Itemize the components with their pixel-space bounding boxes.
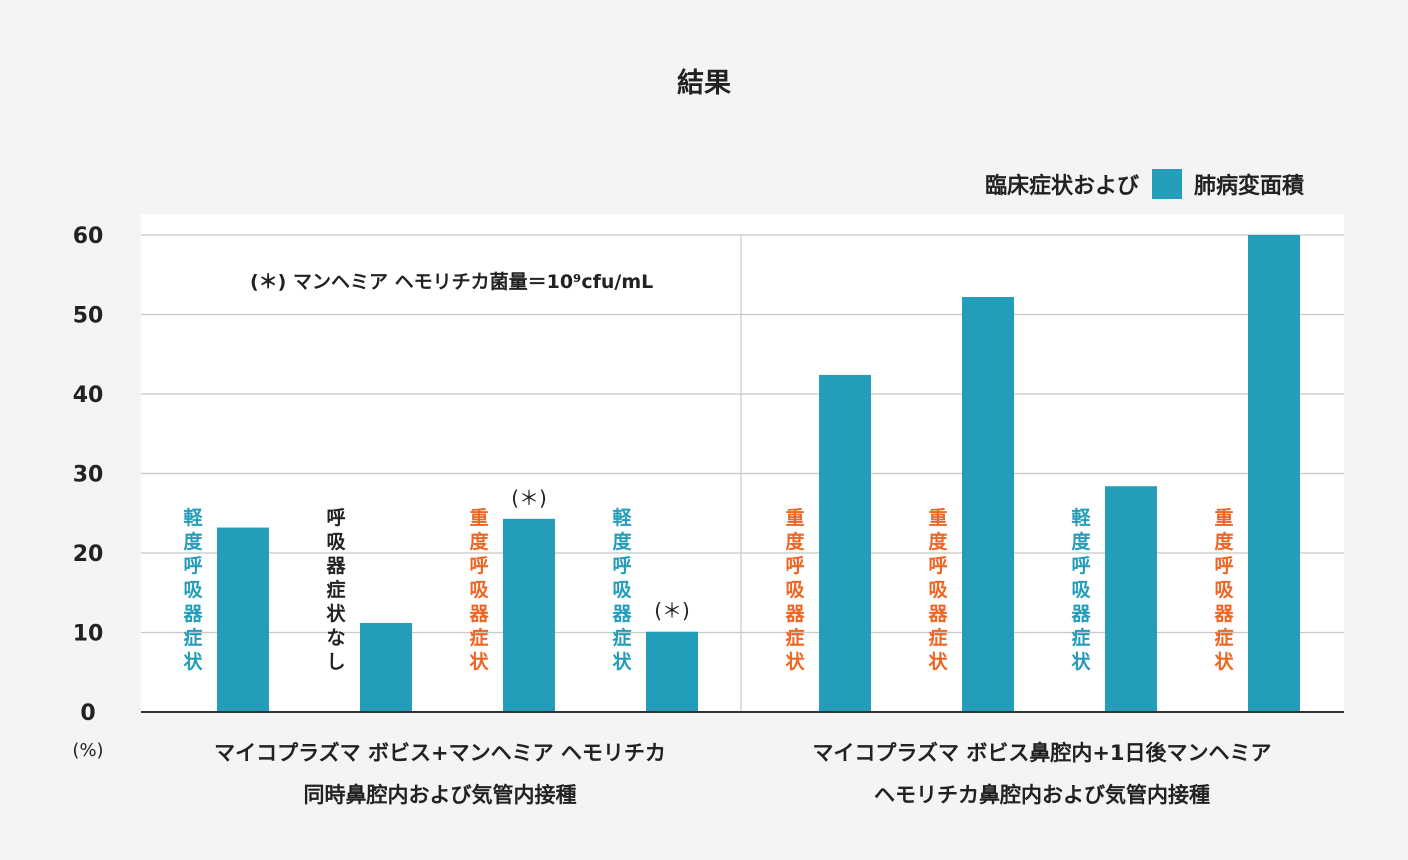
bar-annotation-char: 呼 [326,507,345,529]
legend-label: 肺病変面積 [1194,173,1305,199]
bar-annotation-char: 症 [1071,626,1090,649]
bar-annotation-char: 軽 [612,507,632,529]
bar-annotation-char: 度 [183,530,203,553]
bar-annotation-char: 器 [182,603,203,625]
bar-annotation-char: 度 [928,530,948,553]
group-label-2-line-2: ヘモリチカ鼻腔内および気管内接種 [874,783,1210,807]
bar-annotation-char: 呼 [785,555,804,577]
bar-annotation-char: 症 [612,626,631,649]
bar-annotation-char: 状 [1071,650,1091,673]
legend-swatch [1152,169,1182,199]
y-tick-label: 0 [80,701,95,726]
bar-annotation-char: 重 [469,507,488,529]
y-tick-label: 60 [73,224,104,249]
bar-annotation-char: 呼 [612,555,631,577]
bar-annotation-char: 状 [326,602,346,625]
condition-note: (＊) マンヘミア ヘモリチカ菌量＝10⁹cfu/mL [250,270,653,293]
bar-annotation-char: 状 [785,650,805,673]
bar-annotation-char: 吸 [469,579,489,601]
bar [217,527,269,712]
bar-star-marker: (＊) [511,486,547,510]
y-tick-label: 30 [73,463,104,488]
bar [819,374,871,712]
chart-title: 結果 [677,67,731,99]
bar [962,297,1014,712]
bar-annotation-char: 状 [1214,650,1234,673]
gridlines [141,234,1344,634]
bar-annotation-char: 症 [1214,626,1233,649]
bar-annotation-char: 器 [1213,603,1234,625]
bar-annotation-char: 状 [928,650,948,673]
bar-annotation-char: 状 [469,650,489,673]
y-tick-label: 50 [73,304,104,329]
bar-annotation-char: 器 [611,603,632,625]
bar-annotation-char: 軽 [183,507,203,529]
bar-annotation-char: 吸 [612,579,632,601]
bar-annotation-char: 度 [1071,530,1091,553]
bar [503,518,555,712]
bar-annotation-char: 器 [927,603,948,625]
bar-annotation-char: 状 [612,650,632,673]
bar-annotation-char: 度 [1214,530,1234,553]
group-label-1-line-2: 同時鼻腔内および気管内接種 [304,783,577,807]
group-label-2-line-1: マイコプラズマ ボビス鼻腔内+1日後マンヘミア [812,741,1271,765]
y-tick-labels: 0 10 20 30 40 50 60 [73,224,104,726]
bar-annotation-char: 症 [785,626,804,649]
bar-annotation-char: 重 [928,507,947,529]
bar-star-marker: (＊) [654,599,690,623]
bar-annotation-char: 吸 [1071,579,1091,601]
bar-annotation-char: 症 [469,626,488,649]
bar [1248,235,1300,712]
bar-annotation-char: 吸 [785,579,805,601]
bar-annotations: 軽度呼吸器症状呼吸器症状なし重度呼吸器症状(＊)軽度呼吸器症状(＊)重度呼吸器症… [182,486,1234,673]
bar-annotation-char: 吸 [326,531,346,553]
bar-annotation-char: 症 [183,626,202,649]
bar-annotation-char: 度 [469,530,489,553]
bar [360,622,412,712]
bar-annotation-char: 呼 [1071,555,1090,577]
bar-annotation-char: 吸 [183,579,203,601]
y-unit-label: (%) [72,740,103,761]
y-tick-label: 10 [73,622,104,647]
y-tick-label: 20 [73,542,104,567]
bar-annotation-char: 呼 [1214,555,1233,577]
bars [217,235,1300,712]
bar [646,631,698,712]
bar-annotation-char: し [326,651,345,673]
y-tick-label: 40 [73,383,104,408]
bar-annotation-char: 度 [612,530,632,553]
bar-annotation-char: 器 [784,603,805,625]
group-label-1-line-1: マイコプラズマ ボビス+マンヘミア ヘモリチカ [214,741,666,765]
bar-annotation-char: 状 [183,650,203,673]
bar-annotation-char: 症 [928,626,947,649]
bar-annotation-char: 器 [325,555,346,577]
bar-annotation-char: 呼 [469,555,488,577]
bar-annotation-char: 度 [785,530,805,553]
bar-annotation-char: 呼 [928,555,947,577]
bar-annotation-char: 器 [1070,603,1091,625]
bar [1105,486,1157,712]
bar-annotation-char: 軽 [1071,507,1091,529]
bar-annotation-char: 吸 [928,579,948,601]
bar-annotation-char: 吸 [1214,579,1234,601]
bar-annotation-char: な [326,627,345,649]
bar-annotation-char: 器 [468,603,489,625]
bar-annotation-char: 呼 [183,555,202,577]
bar-annotation-char: 症 [326,578,345,601]
legend-prefix: 臨床症状および [985,173,1139,199]
bar-annotation-char: 重 [1214,507,1233,529]
bar-annotation-char: 重 [785,507,804,529]
